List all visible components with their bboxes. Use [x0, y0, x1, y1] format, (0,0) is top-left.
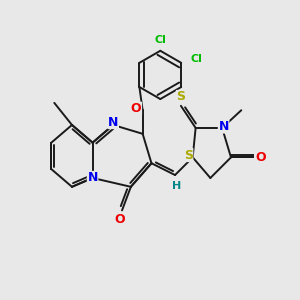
Text: N: N: [87, 172, 98, 184]
Text: Cl: Cl: [190, 54, 202, 64]
Text: Cl: Cl: [154, 34, 166, 45]
Text: O: O: [255, 151, 266, 164]
Text: S: S: [176, 91, 185, 103]
Text: O: O: [114, 213, 125, 226]
Text: N: N: [218, 120, 229, 133]
Text: S: S: [184, 148, 193, 161]
Text: N: N: [108, 116, 119, 128]
Text: H: H: [172, 181, 181, 191]
Text: O: O: [131, 102, 142, 115]
